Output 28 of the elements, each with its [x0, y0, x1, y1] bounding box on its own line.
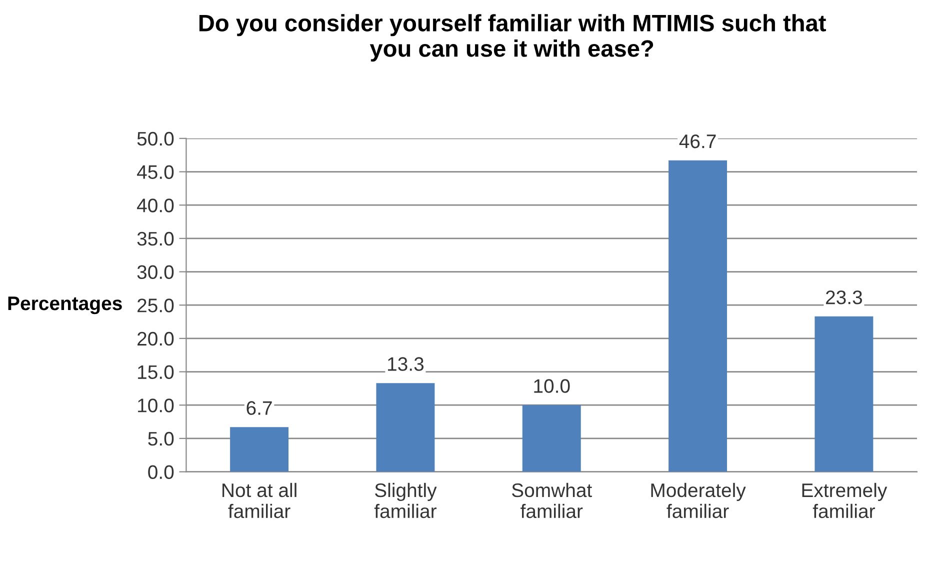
- y-tick-label: 45.0: [137, 165, 174, 179]
- y-axis-title: Percentages: [8, 296, 122, 314]
- bar: [376, 383, 435, 472]
- bar: [668, 160, 728, 472]
- data-label: 6.7: [246, 401, 272, 415]
- y-tick-label: 30.0: [137, 265, 174, 279]
- y-tick-label: 35.0: [137, 232, 174, 246]
- bar: [814, 316, 874, 472]
- data-label: 23.3: [826, 290, 862, 304]
- bar: [522, 405, 581, 472]
- y-tick-label: 0.0: [148, 465, 174, 480]
- y-tick-label: 40.0: [137, 198, 174, 212]
- chart-title: Do you consider yourself familiar with MTIMIS such that you can use it with ease?: [199, 14, 826, 62]
- y-tick-label: 5.0: [148, 432, 174, 446]
- data-label: 46.7: [679, 134, 716, 148]
- data-label: 13.3: [388, 357, 424, 371]
- y-tick-label: 15.0: [138, 365, 174, 380]
- y-tick-label: 25.0: [138, 298, 174, 312]
- x-tick-label: Extremely familiar: [802, 482, 888, 518]
- x-tick-label: Not at all familiar: [222, 482, 296, 518]
- data-label: 10.0: [534, 379, 570, 393]
- y-tick-label: 50.0: [137, 132, 174, 146]
- x-tick-label: Somwhat familiar: [512, 482, 592, 518]
- x-tick-label: Moderately familiar: [651, 482, 746, 518]
- y-tick-label: 10.0: [138, 398, 174, 412]
- bar: [230, 427, 289, 472]
- y-tick-label: 20.0: [138, 332, 174, 346]
- x-tick-label: Slightly familiar: [374, 482, 437, 518]
